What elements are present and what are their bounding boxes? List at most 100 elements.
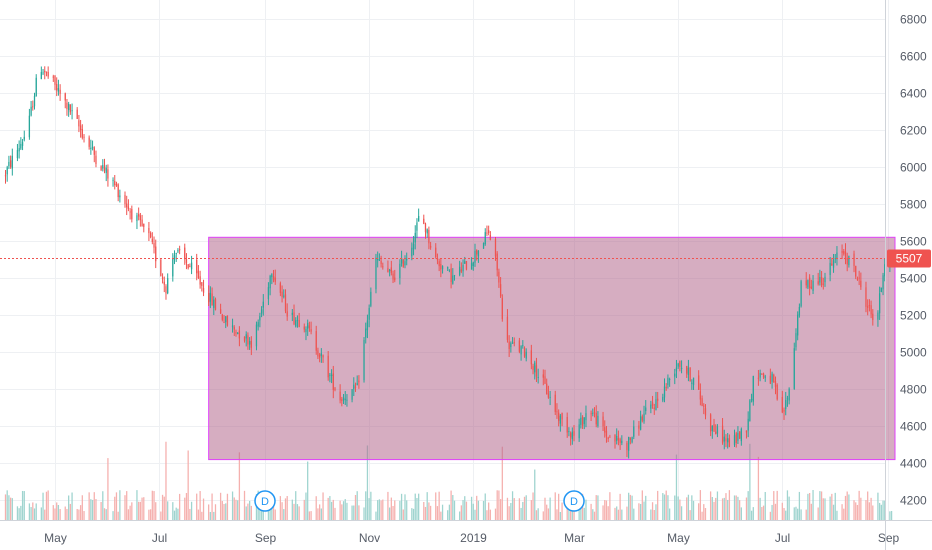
dividend-marker[interactable]: D xyxy=(563,490,585,512)
candle-body xyxy=(112,179,114,181)
candle-body xyxy=(631,437,633,443)
volume-bar xyxy=(759,497,761,520)
candle-body xyxy=(868,305,871,307)
volume-bar xyxy=(639,503,642,520)
volume-bar xyxy=(616,506,618,520)
volume-bar xyxy=(662,493,664,520)
candle-body xyxy=(250,340,252,348)
volume-bar xyxy=(604,500,606,520)
range-rectangle[interactable] xyxy=(208,236,896,461)
candle-body xyxy=(578,424,580,439)
candle-body xyxy=(175,253,177,255)
candle-body xyxy=(344,398,346,400)
volume-bar xyxy=(426,492,428,520)
y-tick-label: 5400 xyxy=(900,272,927,286)
candle-body xyxy=(834,258,836,260)
candle-body xyxy=(542,374,544,378)
candle-body xyxy=(793,348,795,389)
volume-bar xyxy=(151,490,153,520)
candle-body xyxy=(114,181,116,186)
volume-bar xyxy=(390,497,392,520)
candle-body xyxy=(320,353,322,356)
candle-body xyxy=(440,264,442,270)
candle-body xyxy=(332,373,334,390)
volume-bar xyxy=(655,504,657,520)
volume-bar xyxy=(797,508,799,520)
candle-body xyxy=(609,436,611,438)
candle-body xyxy=(602,416,604,427)
candle-body xyxy=(406,258,408,261)
volume-bar xyxy=(341,504,343,520)
last-price-badge xyxy=(887,249,931,268)
candle-body xyxy=(330,374,333,376)
x-tick-label: Nov xyxy=(359,531,380,545)
volume-bar xyxy=(870,497,872,520)
volume-bar xyxy=(865,500,867,520)
candle-body xyxy=(196,259,198,274)
y-tick-label: 4600 xyxy=(900,420,927,434)
volume-bar xyxy=(185,493,188,520)
candle-body xyxy=(723,436,725,442)
volume-bar xyxy=(807,493,809,520)
x-tick-label: May xyxy=(44,531,67,545)
volume-bar xyxy=(593,511,596,520)
volume-bar xyxy=(435,492,437,520)
candle-body xyxy=(559,415,562,424)
candle-body xyxy=(836,252,838,260)
volume-bar xyxy=(725,493,727,520)
volume-bar xyxy=(368,498,370,520)
volume-bar xyxy=(23,491,25,520)
volume-bar xyxy=(428,502,430,520)
candle-body xyxy=(680,367,683,369)
y-tick-label: 5200 xyxy=(900,309,927,323)
y-tick-label: 5600 xyxy=(900,235,927,249)
dividend-marker[interactable]: D xyxy=(254,490,276,512)
volume-bar xyxy=(890,510,893,520)
volume-bar xyxy=(513,498,515,520)
dividend-marker-label: D xyxy=(261,496,269,508)
candle-body xyxy=(93,147,95,155)
candle-body xyxy=(235,332,237,334)
volume-bar xyxy=(47,490,49,520)
volume-bar xyxy=(477,500,480,520)
candle-body xyxy=(762,373,765,378)
volume-bar xyxy=(20,505,22,520)
volume-bar xyxy=(668,508,671,520)
volume-bar xyxy=(91,499,94,520)
candle-body xyxy=(107,169,109,179)
volume-bar xyxy=(530,500,532,520)
candle-body xyxy=(296,320,299,322)
volume-bar xyxy=(284,498,287,520)
dividend-marker-circle[interactable] xyxy=(254,490,276,512)
dividend-marker-circle[interactable] xyxy=(563,490,585,512)
volume-bar xyxy=(735,495,737,520)
volume-bar xyxy=(351,505,353,520)
candle-body xyxy=(843,251,845,254)
volume-bar xyxy=(453,500,456,520)
candle-body xyxy=(59,89,61,94)
volume-bar xyxy=(558,493,560,520)
candle-body xyxy=(190,262,193,270)
candle-body xyxy=(593,412,596,414)
volume-bar xyxy=(716,491,719,520)
volume-bar xyxy=(90,499,92,520)
candle-body xyxy=(163,281,165,285)
candle-body xyxy=(535,365,538,377)
volume-bar xyxy=(641,490,643,520)
candle-body xyxy=(233,327,235,330)
candle-body xyxy=(616,435,618,441)
volume-bar xyxy=(269,504,271,520)
volume-bar xyxy=(358,505,360,520)
volume-bar xyxy=(83,511,85,520)
candle-body xyxy=(510,343,512,348)
candle-body xyxy=(580,417,582,425)
candle-body xyxy=(161,277,164,280)
candle-body xyxy=(237,332,239,334)
volume-bar xyxy=(687,494,690,520)
candle-body xyxy=(366,320,369,331)
volume-bar xyxy=(231,491,234,520)
candle-body xyxy=(223,322,225,324)
